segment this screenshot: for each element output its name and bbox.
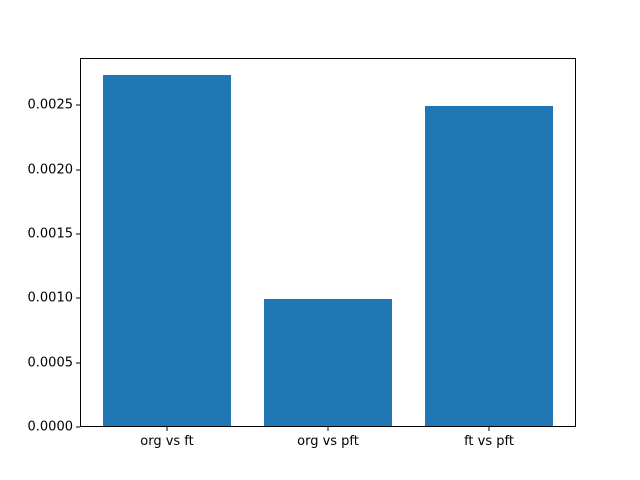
bar-org-vs-pft bbox=[263, 298, 393, 426]
y-tick-mark bbox=[76, 297, 80, 299]
x-tick-label: ft vs pft bbox=[464, 434, 514, 449]
y-tick-label: 0.0010 bbox=[27, 290, 74, 306]
x-tick-mark bbox=[166, 427, 168, 431]
y-tick-label: 0.0020 bbox=[27, 162, 74, 177]
x-tick-label: org vs ft bbox=[140, 434, 194, 449]
bars-group bbox=[81, 59, 575, 426]
y-tick-mark bbox=[76, 104, 80, 106]
y-tick-mark bbox=[76, 233, 80, 235]
plot-area bbox=[80, 58, 576, 427]
y-tick-label: 0.0015 bbox=[27, 226, 74, 242]
x-tick-mark bbox=[327, 427, 329, 431]
x-tick-mark bbox=[488, 427, 490, 431]
x-tick-label: org vs pft bbox=[297, 434, 359, 449]
y-tick-label: 0.0005 bbox=[27, 355, 74, 371]
y-tick-label: 0.0000 bbox=[27, 419, 74, 435]
bar-ft-vs-pft bbox=[424, 105, 554, 426]
y-tick-mark bbox=[76, 169, 80, 170]
y-tick-mark bbox=[76, 362, 80, 364]
bar-org-vs-ft bbox=[102, 74, 232, 426]
y-tick-label: 0.0025 bbox=[27, 97, 74, 113]
y-tick-mark bbox=[76, 426, 80, 428]
